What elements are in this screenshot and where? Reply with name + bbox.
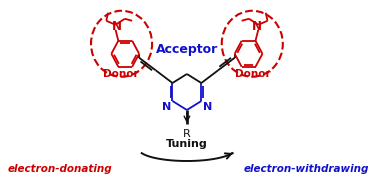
Text: electron-withdrawing: electron-withdrawing — [243, 164, 369, 174]
Text: Donor: Donor — [103, 69, 138, 79]
Text: Acceptor: Acceptor — [156, 43, 218, 56]
Text: Tuning: Tuning — [166, 139, 208, 149]
Text: electron-donating: electron-donating — [8, 164, 112, 174]
Text: Donor: Donor — [235, 69, 271, 79]
Text: N: N — [203, 102, 212, 112]
Text: N: N — [162, 102, 171, 112]
Text: N: N — [253, 20, 262, 33]
Text: R: R — [183, 129, 191, 139]
Text: N: N — [112, 20, 121, 33]
